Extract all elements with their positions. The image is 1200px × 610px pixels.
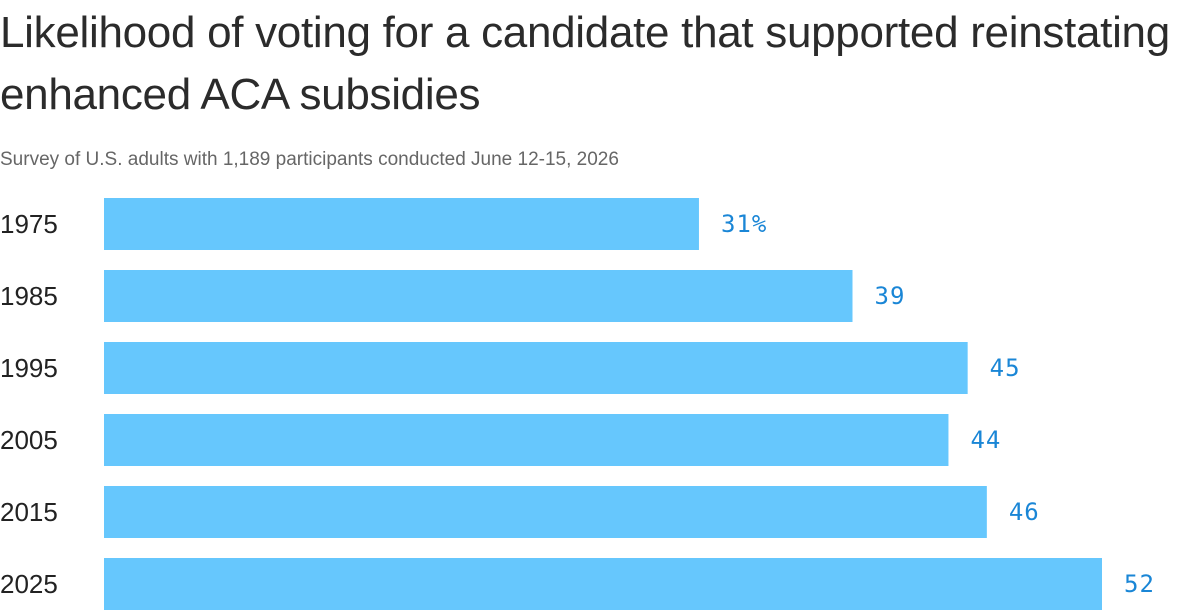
bar-row-1985: 1985 39 [0, 270, 906, 322]
bar [104, 486, 987, 538]
category-label: 2005 [0, 425, 58, 455]
category-label: 2015 [0, 497, 58, 527]
value-label: 52 [1124, 570, 1155, 598]
bar-row-2025: 2025 52 [0, 558, 1155, 610]
category-label: 1985 [0, 281, 58, 311]
bar [104, 342, 968, 394]
bar [104, 270, 853, 322]
category-label: 1995 [0, 353, 58, 383]
value-label: 45 [990, 354, 1021, 382]
bar [104, 558, 1102, 610]
value-label: 39 [875, 282, 906, 310]
value-label: 44 [970, 426, 1001, 454]
value-label: 31% [721, 210, 767, 238]
bar-row-2015: 2015 46 [0, 486, 1040, 538]
bar-row-1975: 1975 31% [0, 198, 767, 250]
category-label: 1975 [0, 209, 58, 239]
bar [104, 198, 699, 250]
category-label: 2025 [0, 569, 58, 599]
chart-title: Likelihood of voting for a candidate tha… [0, 8, 1170, 119]
chart-subtitle: Survey of U.S. adults with 1,189 partici… [0, 149, 619, 170]
value-label: 46 [1009, 498, 1040, 526]
bar-row-1995: 1995 45 [0, 342, 1021, 394]
bar [104, 414, 949, 466]
bar-row-2005: 2005 44 [0, 414, 1001, 466]
